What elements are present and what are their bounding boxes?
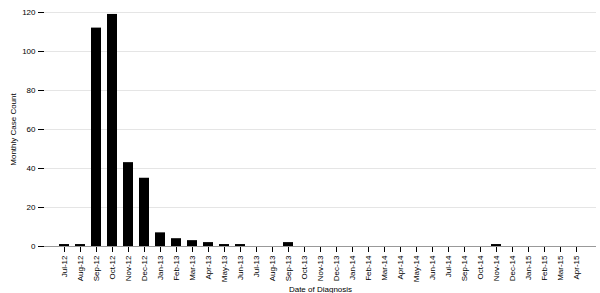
- svg-text:Nov-14: Nov-14: [492, 255, 501, 281]
- svg-text:Jun-14: Jun-14: [428, 255, 437, 280]
- svg-text:Apr-14: Apr-14: [396, 255, 405, 280]
- svg-text:100: 100: [22, 47, 36, 56]
- svg-text:Jul-13: Jul-13: [252, 255, 261, 277]
- svg-text:Nov-12: Nov-12: [124, 255, 133, 281]
- svg-text:Jul-12: Jul-12: [60, 255, 69, 277]
- svg-text:Nov-13: Nov-13: [316, 255, 325, 281]
- svg-text:40: 40: [27, 164, 36, 173]
- svg-text:0: 0: [31, 242, 36, 251]
- svg-text:Sep-14: Sep-14: [460, 255, 469, 281]
- svg-text:Jan-13: Jan-13: [156, 255, 165, 280]
- svg-text:Feb-14: Feb-14: [364, 255, 373, 281]
- svg-text:Sep-13: Sep-13: [284, 255, 293, 281]
- svg-text:Sep-12: Sep-12: [92, 255, 101, 281]
- svg-text:Apr-15: Apr-15: [572, 255, 581, 280]
- svg-text:60: 60: [27, 125, 36, 134]
- svg-text:Jan-15: Jan-15: [524, 255, 533, 280]
- svg-text:May-14: May-14: [412, 255, 421, 282]
- svg-text:May-13: May-13: [220, 255, 229, 282]
- svg-text:Aug-13: Aug-13: [268, 255, 277, 281]
- svg-text:Oct-12: Oct-12: [108, 255, 117, 280]
- svg-text:Mar-14: Mar-14: [380, 255, 389, 281]
- svg-text:Feb-15: Feb-15: [540, 255, 549, 281]
- svg-text:80: 80: [27, 86, 36, 95]
- svg-text:Oct-14: Oct-14: [476, 255, 485, 280]
- svg-text:Mar-15: Mar-15: [556, 255, 565, 281]
- svg-text:Date of Diagnosis: Date of Diagnosis: [289, 285, 352, 293]
- svg-text:120: 120: [22, 8, 36, 17]
- svg-text:Dec-14: Dec-14: [508, 255, 517, 281]
- svg-text:Jun-13: Jun-13: [236, 255, 245, 280]
- svg-text:Aug-12: Aug-12: [76, 255, 85, 281]
- svg-text:20: 20: [27, 203, 36, 212]
- svg-text:Apr-13: Apr-13: [204, 255, 213, 280]
- svg-text:Jan-14: Jan-14: [348, 255, 357, 280]
- svg-text:Dec-13: Dec-13: [332, 255, 341, 281]
- svg-text:Jul-14: Jul-14: [444, 255, 453, 277]
- svg-text:Feb-13: Feb-13: [172, 255, 181, 281]
- svg-text:Mar-13: Mar-13: [188, 255, 197, 281]
- svg-text:Monthly Case Count: Monthly Case Count: [9, 92, 18, 165]
- svg-text:Dec-12: Dec-12: [140, 255, 149, 281]
- svg-text:Oct-13: Oct-13: [300, 255, 309, 280]
